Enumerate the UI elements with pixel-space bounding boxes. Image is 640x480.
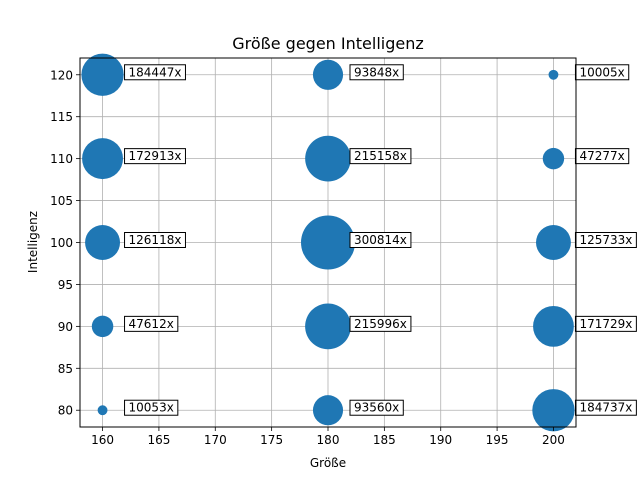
y-tick-label: 105	[50, 194, 73, 208]
data-label: 10053x	[129, 401, 174, 415]
data-point	[301, 215, 355, 270]
y-tick-label: 115	[50, 110, 73, 124]
data-label-box	[574, 399, 637, 416]
data-point	[82, 138, 124, 180]
x-tick-label: 190	[429, 433, 452, 447]
data-label: 10005x	[579, 65, 624, 79]
data-label-box	[349, 399, 404, 416]
data-point	[532, 389, 575, 432]
data-label: 172913x	[129, 149, 182, 163]
y-tick-label: 100	[50, 236, 73, 250]
data-label-box	[349, 232, 412, 248]
data-label: 47612x	[129, 317, 174, 331]
y-tick-label: 95	[58, 278, 73, 292]
y-axis-label: Intelligenz	[26, 211, 40, 273]
y-tick-label: 80	[58, 404, 73, 418]
data-label: 215158x	[354, 149, 407, 163]
data-point	[533, 305, 574, 347]
data-label: 47277x	[579, 149, 624, 163]
data-label: 126118x	[129, 233, 182, 247]
x-tick-label: 180	[317, 433, 340, 447]
data-label-box	[124, 399, 179, 416]
x-tick-label: 175	[260, 433, 283, 447]
data-label: 215996x	[354, 317, 407, 331]
chart-title: Größe gegen Intelligenz	[232, 34, 424, 53]
y-tick-label: 85	[58, 362, 73, 376]
data-point	[312, 395, 344, 426]
y-tick-label: 90	[58, 320, 73, 334]
data-label-box	[124, 315, 179, 332]
data-label: 125733x	[579, 233, 632, 247]
data-label-box	[349, 315, 412, 332]
data-point	[542, 147, 565, 170]
data-point	[305, 135, 351, 182]
data-point	[548, 69, 559, 80]
data-label-box	[124, 148, 186, 165]
x-axis-label: Größe	[310, 456, 346, 470]
x-axis-ticks: 160 165 170 175 180 185 190 195 200	[91, 427, 565, 447]
x-tick-label: 165	[147, 433, 170, 447]
data-label: 93560x	[354, 401, 399, 415]
data-label-box	[574, 64, 630, 81]
x-tick-label: 200	[542, 433, 565, 447]
data-label-box	[349, 148, 412, 165]
x-tick-label: 160	[91, 433, 114, 447]
data-point	[97, 405, 108, 416]
data-point	[305, 303, 351, 350]
y-tick-label: 120	[50, 68, 73, 82]
data-point	[85, 225, 121, 260]
data-label: 300814x	[354, 233, 407, 247]
data-label: 184447x	[129, 65, 182, 79]
data-point	[81, 53, 124, 96]
data-label-box	[349, 64, 404, 81]
data-point	[91, 315, 114, 338]
x-tick-label: 185	[373, 433, 396, 447]
data-label-box	[574, 148, 630, 165]
x-tick-label: 170	[204, 433, 227, 447]
data-label: 171729x	[579, 317, 632, 331]
data-label-box	[574, 315, 637, 332]
data-label: 93848x	[354, 65, 399, 79]
data-point	[312, 59, 344, 90]
data-point	[535, 225, 571, 260]
data-label-box	[124, 232, 186, 248]
data-label-box	[574, 232, 637, 248]
data-label-box	[124, 64, 186, 81]
data-points	[81, 53, 575, 432]
data-label: 184737x	[579, 401, 632, 415]
y-axis-ticks: 80 85 90 95 100 105 110 115 120	[50, 68, 80, 418]
y-tick-label: 110	[50, 152, 73, 166]
x-tick-label: 195	[486, 433, 509, 447]
data-labels: 10053x 47612x 126118x 172913x 184447x 93560x 2…	[124, 64, 637, 416]
